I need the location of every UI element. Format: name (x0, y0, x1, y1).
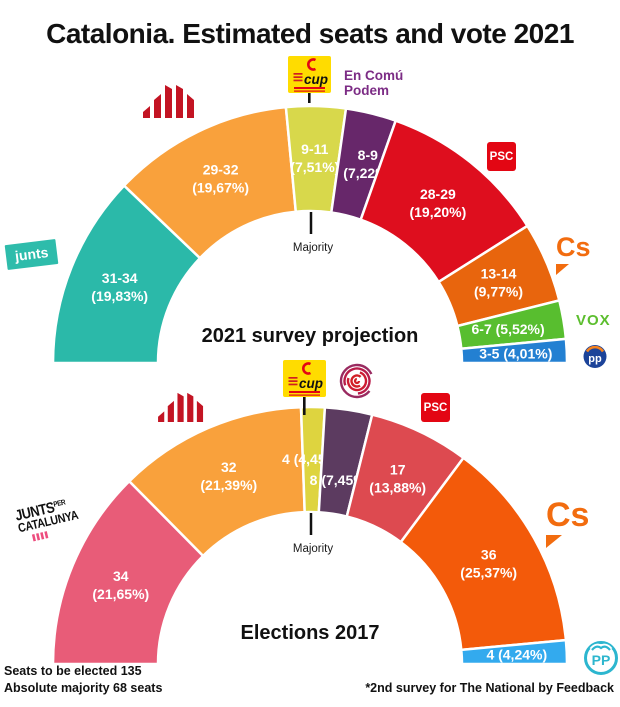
cs-triangle-icon (556, 264, 569, 275)
cs-triangle-icon (546, 535, 562, 548)
segment-label-pp: 4 (4,24%) (486, 646, 547, 662)
segment-label-cs-pct: (9,77%) (474, 283, 523, 299)
majority-label: Majority (293, 242, 334, 254)
segment-label-cs-seats: 36 (481, 547, 497, 563)
cup-logo: cup (283, 360, 326, 421)
segment-label-erc-seats: 29-32 (203, 162, 239, 178)
erc-flag-icon (158, 392, 204, 427)
en-comu-podem-line1: En Comú (344, 68, 404, 83)
segment-label-erc-seats: 32 (221, 459, 237, 475)
pp-old-logo: PP (582, 634, 620, 683)
segment-label-psc-pct: (19,20%) (409, 204, 466, 220)
pp-logo: pp (582, 343, 608, 374)
cup-logo: cup (288, 56, 331, 109)
pp-logo-text: pp (588, 353, 602, 365)
segment-label-psc-seats: 17 (390, 462, 406, 478)
segment-label-vox: 6-7 (5,52%) (472, 321, 545, 337)
cs-logo: Cs (556, 234, 591, 275)
cup-logo-text: cup (299, 376, 323, 391)
junts-logo-text: junts (14, 244, 50, 264)
cs-logo-text: Cs (546, 496, 590, 534)
segment-label-junts-pct: (19,83%) (91, 288, 148, 304)
segment-label-cs-seats: 13-14 (481, 265, 517, 281)
segment-pp (459, 638, 569, 666)
segment-label-cs-pct: (25,37%) (460, 565, 517, 581)
segment-label-erc-pct: (19,67%) (192, 180, 249, 196)
footer-seats-note: Seats to be elected 135 (4, 664, 142, 678)
chart-title-elections-2017: Elections 2017 (240, 622, 380, 644)
segment-label-junts-per-catalunya-seats: 34 (113, 568, 129, 584)
jxcat-word1b: PER (52, 497, 66, 509)
segment-label-erc-pct: (21,39%) (200, 477, 257, 493)
chart-title-2021-survey: 2021 survey projection (201, 325, 419, 347)
segment-label-cup-pct: (7,51%) (290, 159, 339, 175)
segment-label-psc-pct: (13,88%) (369, 480, 426, 496)
erc-flag-icon (143, 84, 195, 123)
psc-logo: PSC (421, 393, 450, 422)
segment-label-pp: 3-5 (4,01%) (479, 345, 552, 361)
vox-logo: VOX (576, 312, 611, 329)
pp-old-logo-text: PP (592, 652, 611, 668)
psc-logo: PSC (487, 142, 516, 171)
segment-label-junts-per-catalunya-pct: (21,65%) (92, 586, 149, 602)
cup-logo-text: cup (304, 72, 328, 87)
segment-label-psc-seats: 28-29 (420, 186, 456, 202)
majority-label: Majority (293, 543, 334, 555)
footer-majority-note: Absolute majority 68 seats (4, 681, 163, 695)
cs-logo: Cs (546, 498, 589, 548)
en-comu-podem-logo: En Comú Podem (344, 68, 403, 98)
segment-pp (459, 337, 569, 365)
page-title: Catalonia. Estimated seats and vote 2021 (46, 18, 574, 49)
podem-spiral-icon (337, 361, 377, 406)
segment-label-en-com-podem-seats: 8-9 (358, 147, 378, 163)
en-comu-podem-line2: Podem (344, 83, 390, 99)
psc-logo-text: PSC (489, 150, 514, 163)
footer-survey-note: *2nd survey for The National by Feedback (365, 681, 614, 695)
cs-logo-text: Cs (556, 232, 591, 262)
segment-label-cup-seats: 9-11 (301, 141, 328, 157)
segment-label-junts-seats: 31-34 (102, 270, 138, 286)
psc-logo-text: PSC (423, 401, 448, 414)
